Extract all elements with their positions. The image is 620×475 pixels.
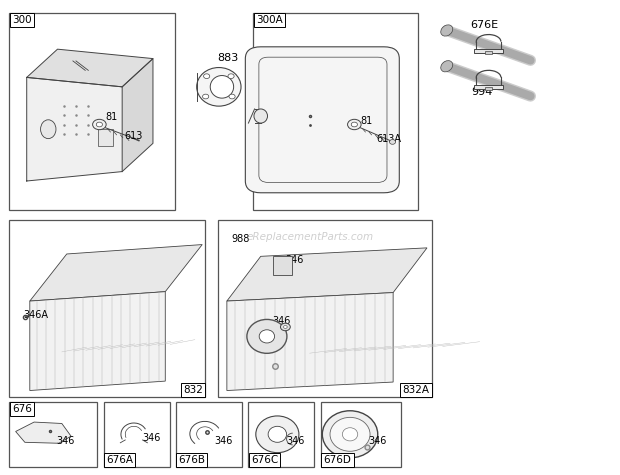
Text: 346: 346 — [272, 316, 290, 326]
Ellipse shape — [322, 411, 378, 458]
Bar — [254, 13, 418, 210]
Ellipse shape — [280, 323, 290, 331]
Ellipse shape — [92, 119, 106, 130]
Polygon shape — [27, 77, 122, 181]
Ellipse shape — [342, 428, 358, 441]
Ellipse shape — [348, 119, 361, 130]
Bar — [218, 220, 432, 397]
Ellipse shape — [203, 94, 209, 99]
Ellipse shape — [268, 426, 286, 442]
Text: 676A: 676A — [106, 456, 133, 466]
Ellipse shape — [389, 140, 396, 144]
Bar — [9, 402, 97, 467]
Bar — [9, 13, 174, 210]
Bar — [321, 402, 401, 467]
Text: 346: 346 — [286, 436, 305, 446]
Polygon shape — [30, 245, 202, 301]
Ellipse shape — [283, 325, 287, 328]
Text: eReplacementParts.com: eReplacementParts.com — [246, 232, 374, 243]
Text: 346: 346 — [368, 436, 387, 446]
Polygon shape — [30, 292, 166, 390]
Bar — [9, 220, 205, 397]
Text: 346: 346 — [214, 436, 232, 446]
Ellipse shape — [441, 61, 453, 72]
Ellipse shape — [247, 319, 287, 353]
Bar — [485, 87, 492, 90]
Text: 81: 81 — [105, 113, 118, 123]
Polygon shape — [227, 293, 393, 390]
Bar — [485, 51, 492, 54]
Ellipse shape — [229, 94, 235, 99]
Text: 994: 994 — [471, 86, 493, 96]
Text: 832A: 832A — [402, 385, 430, 395]
Ellipse shape — [228, 74, 234, 78]
Polygon shape — [227, 248, 427, 301]
Text: 676D: 676D — [324, 456, 352, 466]
Text: 346: 346 — [56, 436, 74, 446]
Text: 676: 676 — [12, 404, 32, 414]
Polygon shape — [122, 58, 153, 171]
Ellipse shape — [259, 330, 275, 343]
Polygon shape — [16, 422, 71, 443]
Text: 613: 613 — [124, 131, 143, 141]
Text: 832: 832 — [183, 385, 203, 395]
Text: 676E: 676E — [470, 19, 498, 29]
Text: 883: 883 — [218, 53, 239, 63]
Ellipse shape — [210, 76, 234, 98]
Ellipse shape — [441, 25, 453, 36]
Ellipse shape — [203, 74, 210, 78]
Ellipse shape — [352, 122, 357, 127]
Text: 346A: 346A — [23, 310, 48, 320]
Text: 613A: 613A — [376, 133, 402, 143]
Bar — [474, 49, 503, 53]
Ellipse shape — [197, 67, 241, 106]
Polygon shape — [27, 49, 153, 87]
Text: 81: 81 — [360, 116, 373, 126]
Text: 346: 346 — [143, 433, 161, 443]
Bar — [273, 256, 291, 275]
Ellipse shape — [254, 109, 267, 123]
Text: 676B: 676B — [178, 456, 205, 466]
Bar — [474, 85, 503, 89]
Text: 988: 988 — [232, 234, 250, 244]
Text: 300A: 300A — [256, 15, 283, 25]
Bar — [97, 129, 113, 146]
Ellipse shape — [40, 120, 56, 139]
Text: 300: 300 — [12, 15, 32, 25]
Ellipse shape — [256, 416, 299, 453]
Text: 346: 346 — [285, 255, 304, 265]
Ellipse shape — [96, 122, 102, 127]
Text: 676C: 676C — [251, 456, 278, 466]
Bar — [104, 402, 170, 467]
Bar — [175, 402, 242, 467]
FancyBboxPatch shape — [246, 47, 399, 193]
Ellipse shape — [330, 418, 370, 451]
Bar — [249, 402, 314, 467]
